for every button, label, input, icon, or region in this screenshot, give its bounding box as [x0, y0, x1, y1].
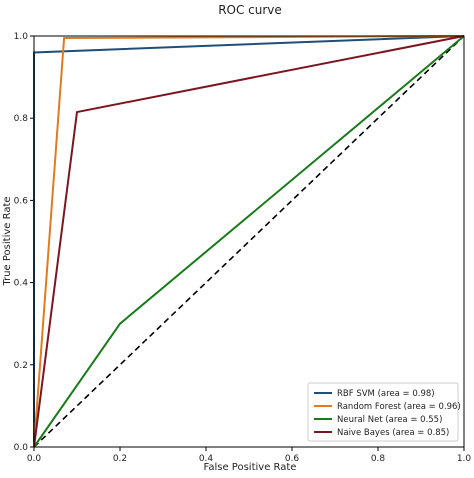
- y-tick-label: 0.2: [14, 361, 28, 371]
- legend-box: [307, 382, 459, 442]
- y-axis-label: True Positive Rate: [2, 196, 13, 286]
- y-tick-label: 0.0: [14, 443, 29, 453]
- y-tick-label: 0.6: [14, 196, 29, 206]
- legend: RBF SVM (area = 0.98) Random Forest (area…: [307, 382, 461, 442]
- diagonal-reference-line: [33, 35, 465, 448]
- y-tick-label: 0.4: [14, 279, 29, 289]
- x-tick-label: 1.0: [457, 454, 472, 464]
- x-axis-label: False Positive Rate: [204, 462, 297, 473]
- x-tick-label: 0.8: [371, 454, 386, 464]
- legend-label-naive-bayes: Naive Bayes (area = 0.85): [337, 428, 449, 438]
- series-line-random-forest: [33, 35, 465, 448]
- x-tick-label: 0.2: [113, 454, 127, 464]
- series-line-naive-bayes: [33, 35, 465, 448]
- x-tick-label: 0.6: [285, 454, 300, 464]
- x-tick-label: 0.0: [27, 454, 42, 464]
- axis-ticks: 0.0 0.2 0.4 0.6 0.8 1.0 0.0 0.2 0.4 0.6 0.8 1.0: [14, 32, 472, 464]
- plot-frame: [33, 35, 465, 448]
- y-tick-label: 0.8: [14, 114, 29, 124]
- y-tick-label: 1.0: [14, 32, 29, 42]
- series-line-neural-net: [33, 35, 465, 448]
- legend-label-neural-net: Neural Net (area = 0.55): [337, 415, 442, 425]
- x-tick-label: 0.4: [199, 454, 214, 464]
- chart-title: ROC curve: [218, 3, 282, 17]
- legend-label-random-forest: Random Forest (area = 0.96): [337, 402, 461, 412]
- legend-label-rbf-svm: RBF SVM (area = 0.98): [337, 389, 435, 399]
